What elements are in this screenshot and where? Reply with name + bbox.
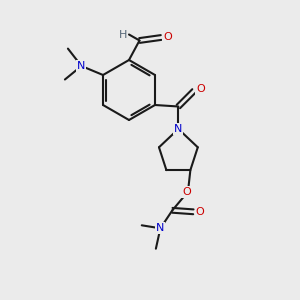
Text: N: N bbox=[77, 61, 86, 71]
Text: H: H bbox=[119, 29, 127, 40]
Text: N: N bbox=[174, 124, 183, 134]
Text: O: O bbox=[196, 84, 205, 94]
Text: O: O bbox=[182, 187, 191, 197]
Text: O: O bbox=[196, 207, 204, 217]
Text: N: N bbox=[156, 223, 165, 233]
Text: O: O bbox=[163, 32, 172, 43]
